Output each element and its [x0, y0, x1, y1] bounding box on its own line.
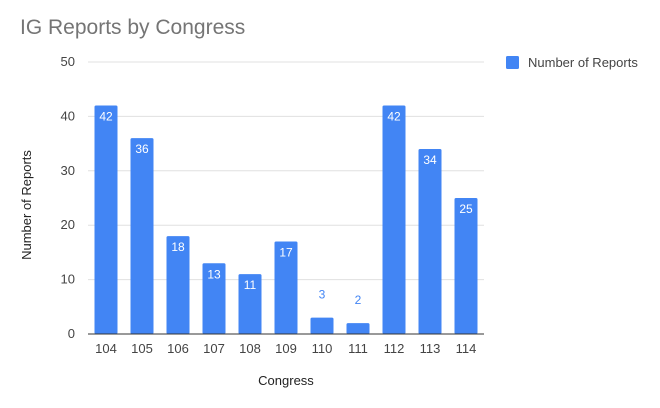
- bar: [382, 105, 406, 335]
- y-tick-label: 20: [61, 217, 75, 232]
- x-tick-label: 110: [312, 341, 333, 356]
- bar: [130, 138, 154, 334]
- chart-title: IG Reports by Congress: [20, 16, 246, 39]
- y-tick-label: 30: [61, 163, 75, 178]
- x-tick-label: 107: [203, 341, 225, 356]
- legend-swatch: [506, 56, 519, 69]
- bar-data-label: 11: [244, 278, 257, 292]
- x-tick-label: 109: [275, 341, 297, 356]
- bar: [274, 241, 298, 334]
- x-tick-label: 104: [95, 341, 117, 356]
- bar: [166, 236, 190, 334]
- bar: [454, 198, 478, 334]
- bar-data-label: 13: [207, 267, 221, 281]
- x-tick-label: 112: [384, 341, 405, 356]
- bar: [202, 263, 226, 334]
- x-tick-label: 111: [348, 341, 368, 356]
- y-axis-ticks: 0 10 20 30 40 50: [61, 54, 75, 341]
- bar-data-label: 18: [171, 240, 185, 254]
- bar: [346, 323, 370, 334]
- bar-data-label: 25: [459, 202, 473, 216]
- bar-data-label: 42: [387, 110, 401, 124]
- y-tick-label: 40: [61, 108, 75, 123]
- bar-data-label: 17: [279, 246, 293, 260]
- bar: [238, 274, 262, 334]
- x-tick-label: 108: [239, 341, 261, 356]
- bar-data-label: 36: [135, 142, 149, 156]
- x-tick-label: 105: [131, 341, 153, 356]
- bar-data-label: 2: [355, 293, 362, 307]
- x-tick-label: 106: [167, 341, 189, 356]
- bar: [94, 105, 118, 335]
- bars: [94, 105, 478, 335]
- bar-data-label: 3: [319, 288, 326, 302]
- y-tick-label: 0: [68, 326, 75, 341]
- y-axis-label: Number of Reports: [19, 150, 34, 260]
- x-axis-ticks: 104 105 106 107 108 109 110 111 112 113 114: [95, 341, 476, 356]
- x-axis-label: Congress: [258, 373, 314, 388]
- data-labels: 42 36 18 13 11 17 3 2 42 34 25: [99, 110, 473, 308]
- legend: Number of Reports: [506, 55, 638, 70]
- x-tick-label: 113: [420, 341, 441, 356]
- y-tick-label: 50: [61, 54, 75, 69]
- x-tick-label: 114: [456, 341, 477, 356]
- bar: [310, 317, 334, 334]
- bar-data-label: 34: [423, 153, 437, 167]
- bar: [418, 149, 442, 334]
- bar-data-label: 42: [99, 110, 113, 124]
- legend-label: Number of Reports: [528, 55, 638, 70]
- y-tick-label: 10: [61, 272, 75, 287]
